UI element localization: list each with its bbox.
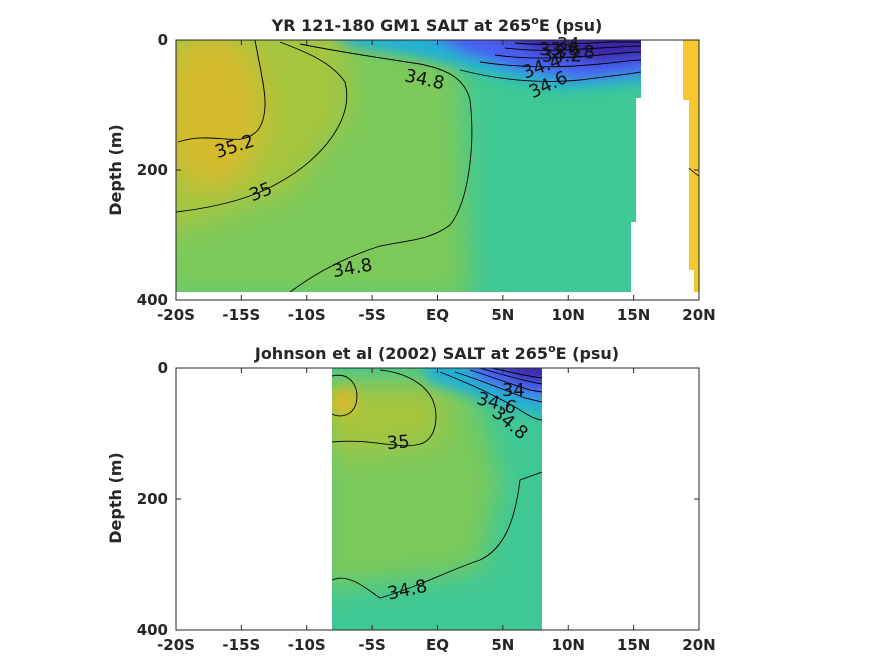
- panel1-contour-35: [176, 41, 348, 213]
- panel1-y-tick-label: 0: [158, 31, 168, 49]
- panel1-contour-34-4: [479, 59, 641, 68]
- panel1-y-axis-label: Depth (m): [106, 124, 125, 216]
- panel1-contour-33-8: [514, 41, 641, 45]
- panel2-contour-label: 34: [502, 380, 525, 401]
- panel1-title: YR 121-180 GM1 SALT at 265oE (psu): [271, 14, 603, 35]
- panel2-x-tick-label: 15N: [617, 636, 650, 654]
- panel1-contour-34-6: [459, 69, 641, 82]
- panel2-contour-34-8-upper: [439, 371, 542, 421]
- panel1-contour-34-8-upper: [289, 43, 473, 292]
- panel1-contour-label: 33.6: [539, 39, 579, 60]
- panel2-contour-34-6: [454, 371, 542, 403]
- panel1-salinity-field: [176, 40, 641, 292]
- panel2-title: Johnson et al (2002) SALT at 265oE (psu): [254, 342, 619, 363]
- panel1-x-axis: -20S -15S -10S -5S EQ 5N 10N 15N 20N: [157, 40, 716, 324]
- panel1-contour-label: 33.8: [555, 42, 595, 63]
- panel2-x-tick-label: -20S: [157, 636, 195, 654]
- panel1-y-axis: 0 200 400: [137, 31, 699, 309]
- panel1-contour-34-2: [494, 51, 641, 59]
- panel2-y-tick-label: 200: [137, 490, 168, 508]
- panel1-x-tick-label: -10S: [288, 306, 326, 324]
- panel2-band-yellow-green: [332, 380, 440, 450]
- panel2-x-axis: -20S -15S -10S -5S EQ 5N 10N 15N 20N: [157, 368, 716, 654]
- panel2-x-tick-label: EQ: [426, 636, 449, 654]
- panel2-x-tick-label: -5S: [358, 636, 385, 654]
- panel2-contour-34: [491, 368, 542, 379]
- panel1-x-tick-label: EQ: [426, 306, 449, 324]
- panel2-y-axis-label: Depth (m): [106, 452, 125, 544]
- panel1-x-tick-label: 5N: [491, 306, 514, 324]
- panel1-x-tick-label: -20S: [157, 306, 195, 324]
- panel2-contour-34-8-deep: [332, 471, 542, 599]
- panel2-salinity-field: [332, 368, 542, 630]
- panel2-y-tick-label: 400: [137, 621, 168, 639]
- panel2-contours: [332, 368, 542, 599]
- panel1-contour-35-2: [177, 40, 266, 143]
- panel1-x-tick-label: -5S: [358, 306, 385, 324]
- panel1-contour-label: 34.2: [542, 45, 582, 66]
- panel2-contour-35: [332, 369, 437, 447]
- panel1-right-strip: [683, 40, 699, 292]
- panel1-x-tick-label: -15S: [222, 306, 260, 324]
- panel2-contour-35-core: [332, 374, 358, 417]
- panel1-right-strip-contour: [688, 167, 699, 177]
- panel2-contour-34-2: [479, 368, 542, 385]
- panel2-x-tick-label: -10S: [288, 636, 326, 654]
- panel2-x-tick-label: 5N: [491, 636, 514, 654]
- panel2-y-axis: 0 200 400: [137, 359, 699, 639]
- panel1-x-tick-label: 15N: [617, 306, 650, 324]
- panel2-contour-label: 35: [386, 431, 411, 454]
- panel1-x-tick-label: 20N: [682, 306, 715, 324]
- panel1-contours: [176, 40, 641, 292]
- panel1-right-strip-fill: [683, 40, 699, 292]
- panel1-y-tick-label: 400: [137, 291, 168, 309]
- panel-observed-salinity: Johnson et al (2002) SALT at 265oE (psu): [106, 342, 716, 654]
- panel2-x-tick-label: -15S: [222, 636, 260, 654]
- panel1-x-tick-label: 10N: [552, 306, 585, 324]
- panel2-y-tick-label: 0: [158, 359, 168, 377]
- panel-model-salinity: YR 121-180 GM1 SALT at 265oE (psu): [106, 14, 716, 324]
- panel1-salty-core: [176, 40, 264, 188]
- panel2-salty-core: [332, 388, 358, 416]
- panel2-contour-34-4: [469, 369, 542, 393]
- panel2-x-tick-label: 10N: [552, 636, 585, 654]
- panel2-x-tick-label: 20N: [682, 636, 715, 654]
- panel1-contour-34: [504, 45, 641, 51]
- panel1-y-tick-label: 200: [137, 161, 168, 179]
